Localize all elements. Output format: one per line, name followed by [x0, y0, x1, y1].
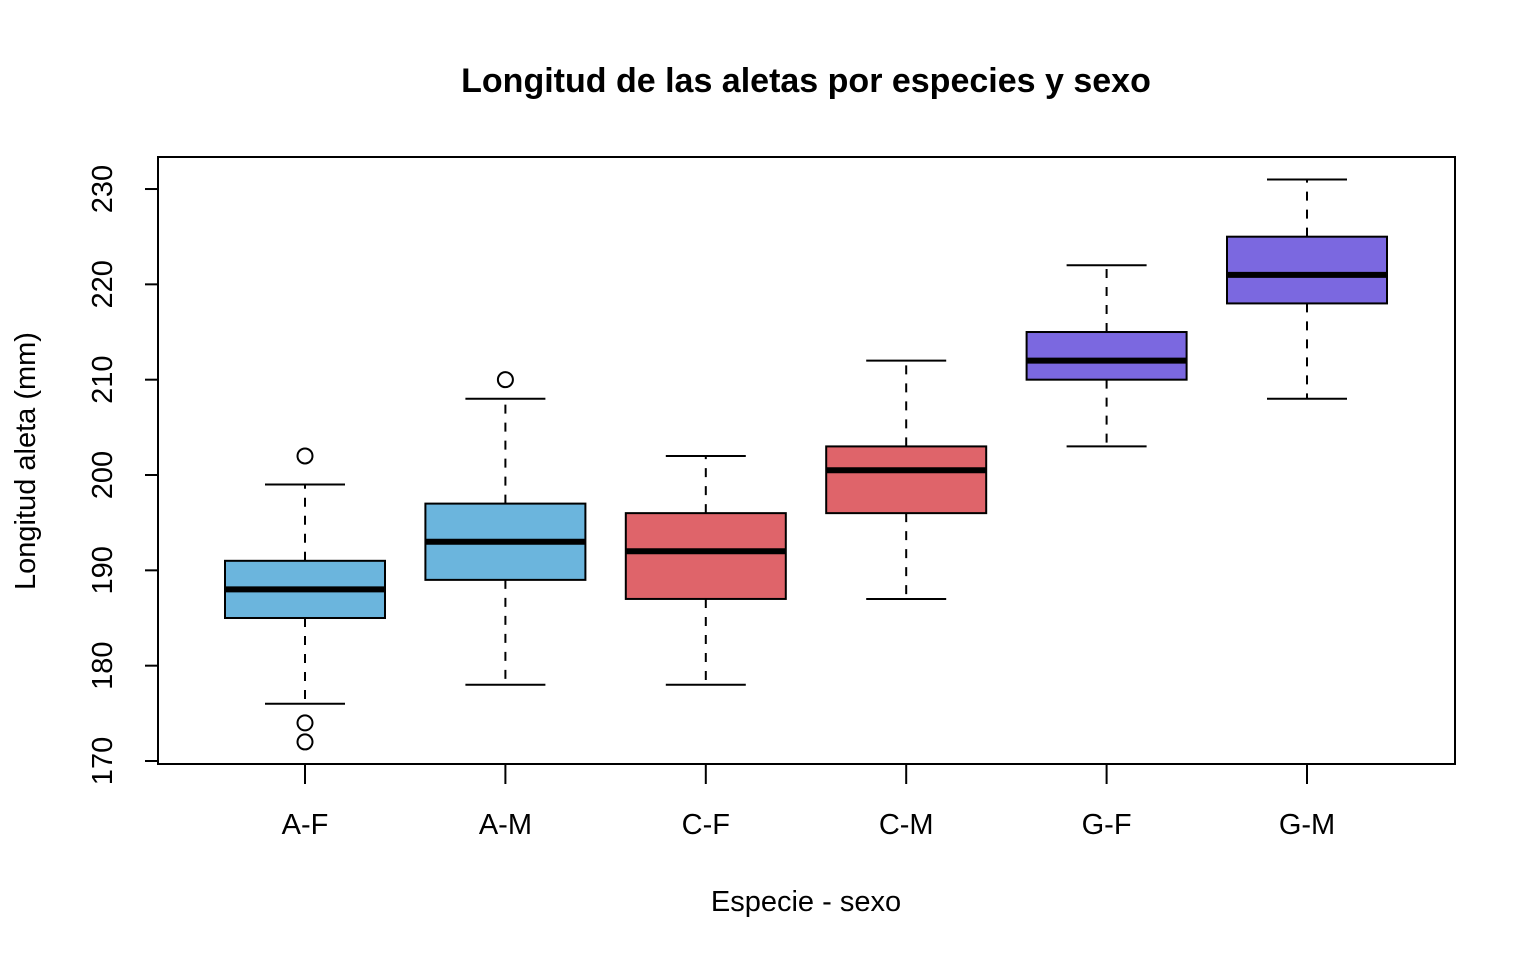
x-tick-label: C-F	[682, 809, 730, 841]
x-tick-label: G-F	[1082, 809, 1132, 841]
box-C-F	[624, 454, 787, 686]
iqr-box	[624, 512, 787, 600]
iqr-box	[1226, 235, 1388, 305]
outlier-point	[296, 714, 314, 732]
y-tick-label: 230	[87, 165, 119, 213]
y-tick-label: 180	[87, 641, 119, 689]
x-axis-label: Especie - sexo	[711, 886, 901, 918]
box-G-M	[1226, 178, 1388, 400]
x-tick-label: A-F	[282, 809, 329, 841]
chart-title: Longitud de las aletas por especies y se…	[461, 62, 1151, 100]
outlier-point	[496, 371, 514, 389]
outlier-point	[296, 447, 314, 465]
x-tick-label: C-M	[879, 809, 934, 841]
iqr-box	[825, 445, 988, 515]
box-G-F	[1025, 264, 1188, 448]
box-A-F	[224, 447, 386, 751]
y-tick-label: 210	[87, 355, 119, 403]
y-tick-label: 220	[87, 260, 119, 308]
y-tick-label: 170	[87, 737, 119, 785]
x-tick-label: G-M	[1279, 809, 1335, 841]
boxes-group	[224, 178, 1388, 751]
outlier-point	[296, 733, 314, 751]
y-tick-label: 190	[87, 546, 119, 594]
iqr-box	[1025, 331, 1188, 381]
box-C-M	[825, 359, 988, 600]
y-axis-label: Longitud aleta (mm)	[10, 332, 42, 590]
y-axis: 170 180 190 200 210 220 230	[87, 165, 159, 785]
box-A-M	[424, 371, 587, 686]
x-tick-label: A-M	[479, 809, 532, 841]
x-axis: A-F A-M C-F C-M G-F G-M	[282, 763, 1335, 841]
y-tick-label: 200	[87, 451, 119, 499]
